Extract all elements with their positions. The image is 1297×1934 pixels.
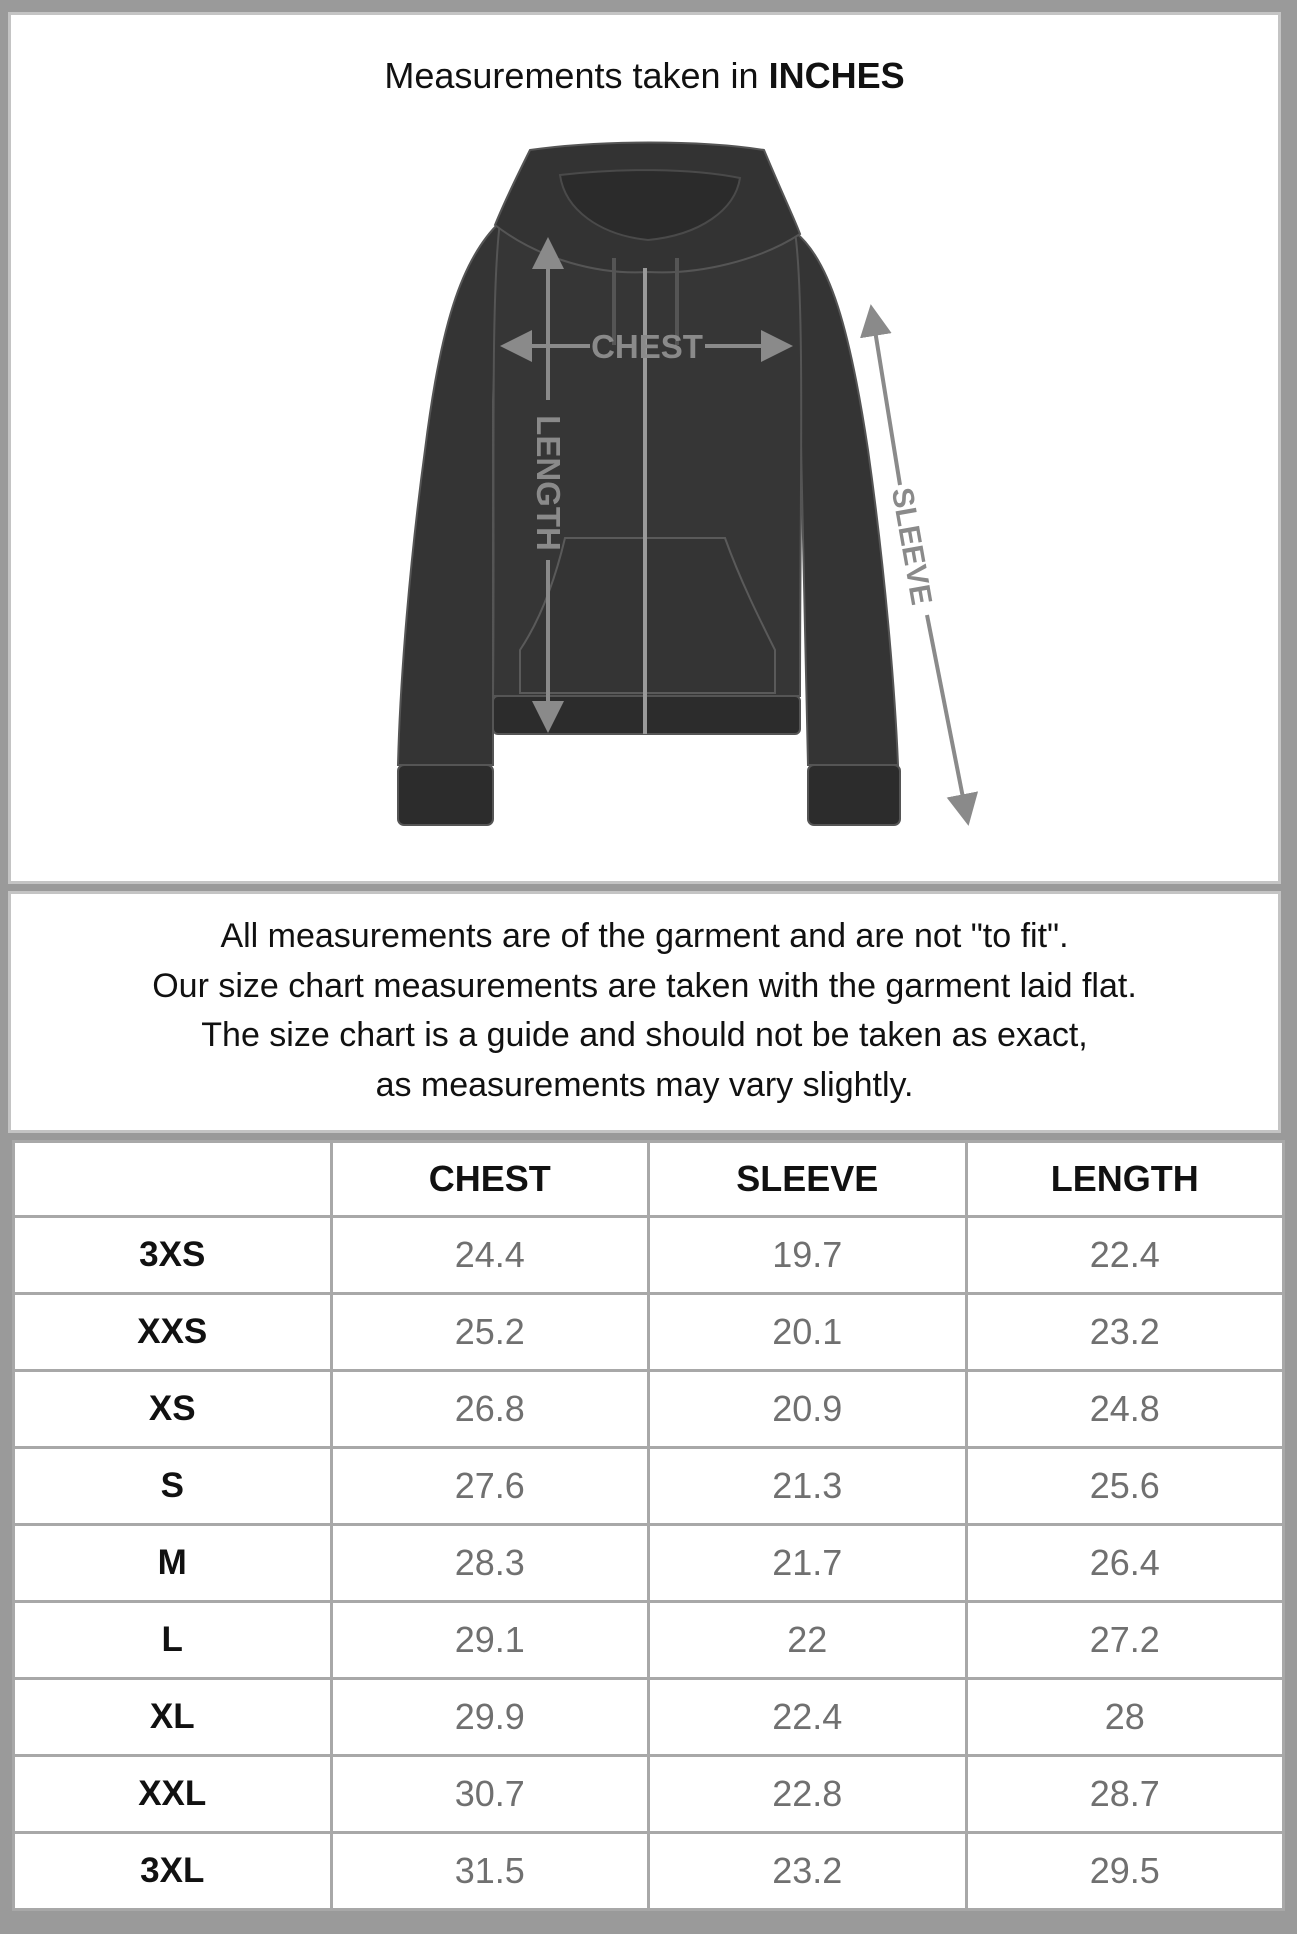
table-row: XL 29.9 22.4 28 — [12, 1677, 1285, 1757]
table-row: L 29.1 22 27.2 — [12, 1600, 1285, 1680]
length-cell: 27.2 — [964, 1600, 1285, 1680]
title-unit: INCHES — [768, 55, 905, 96]
hoodie-illustration — [396, 141, 901, 826]
measurement-unit-title: Measurements taken in INCHES — [11, 55, 1278, 97]
chest-cell: 26.8 — [329, 1369, 650, 1449]
table-row: XS 26.8 20.9 24.8 — [12, 1369, 1285, 1449]
hoodie-diagram: CHEST LENGTH SLEEVE — [396, 141, 979, 826]
size-cell: XXS — [12, 1292, 333, 1372]
sleeve-cell: 23.2 — [647, 1831, 968, 1911]
column-header-size — [12, 1140, 333, 1218]
length-cell: 22.4 — [964, 1215, 1285, 1295]
table-row: 3XS 24.4 19.7 22.4 — [12, 1215, 1285, 1295]
note-line: as measurements may vary slightly. — [375, 1065, 914, 1104]
table-header-row: CHEST SLEEVE LENGTH — [12, 1140, 1285, 1218]
sleeve-cell: 20.9 — [647, 1369, 968, 1449]
note-line: Our size chart measurements are taken wi… — [152, 966, 1137, 1005]
size-table: CHEST SLEEVE LENGTH 3XS 24.4 19.7 22.4 XXS 25… — [12, 1140, 1285, 1911]
chest-cell: 24.4 — [329, 1215, 650, 1295]
table-row: S 27.6 21.3 25.6 — [12, 1446, 1285, 1526]
chest-cell: 27.6 — [329, 1446, 650, 1526]
table-row: 3XL 31.5 23.2 29.5 — [12, 1831, 1285, 1911]
length-label: LENGTH — [530, 415, 567, 551]
chest-label: CHEST — [591, 328, 703, 365]
chest-cell: 30.7 — [329, 1754, 650, 1834]
chest-cell: 28.3 — [329, 1523, 650, 1603]
length-cell: 28 — [964, 1677, 1285, 1757]
sleeve-cell: 22.8 — [647, 1754, 968, 1834]
size-cell: 3XL — [12, 1831, 333, 1911]
column-header-sleeve: SLEEVE — [647, 1140, 968, 1218]
column-header-length: LENGTH — [964, 1140, 1285, 1218]
sleeve-cell: 20.1 — [647, 1292, 968, 1372]
length-cell: 25.6 — [964, 1446, 1285, 1526]
measurement-notes: All measurements are of the garment and … — [8, 891, 1281, 1133]
table-row: XXL 30.7 22.8 28.7 — [12, 1754, 1285, 1834]
title-prefix: Measurements taken in — [384, 55, 759, 96]
sleeve-cell: 22.4 — [647, 1677, 968, 1757]
size-cell: XXL — [12, 1754, 333, 1834]
size-cell: L — [12, 1600, 333, 1680]
table-row: XXS 25.2 20.1 23.2 — [12, 1292, 1285, 1372]
column-header-chest: CHEST — [329, 1140, 650, 1218]
length-cell: 24.8 — [964, 1369, 1285, 1449]
size-cell: S — [12, 1446, 333, 1526]
size-cell: XS — [12, 1369, 333, 1449]
sleeve-cell: 21.7 — [647, 1523, 968, 1603]
sleeve-label: SLEEVE — [885, 485, 938, 607]
table-row: M 28.3 21.7 26.4 — [12, 1523, 1285, 1603]
length-cell: 26.4 — [964, 1523, 1285, 1603]
chest-cell: 31.5 — [329, 1831, 650, 1911]
note-line: All measurements are of the garment and … — [220, 917, 1069, 955]
chest-cell: 25.2 — [329, 1292, 650, 1372]
length-cell: 23.2 — [964, 1292, 1285, 1372]
note-line: The size chart is a guide and should not… — [201, 1016, 1088, 1054]
chest-cell: 29.9 — [329, 1677, 650, 1757]
sleeve-cell: 19.7 — [647, 1215, 968, 1295]
sleeve-cell: 21.3 — [647, 1446, 968, 1526]
size-cell: 3XS — [12, 1215, 333, 1295]
chest-arrow: CHEST — [500, 328, 793, 365]
length-cell: 29.5 — [964, 1831, 1285, 1911]
size-cell: XL — [12, 1677, 333, 1757]
chest-cell: 29.1 — [329, 1600, 650, 1680]
sleeve-cell: 22 — [647, 1600, 968, 1680]
length-cell: 28.7 — [964, 1754, 1285, 1834]
length-arrow: LENGTH — [530, 237, 567, 733]
size-cell: M — [12, 1523, 333, 1603]
